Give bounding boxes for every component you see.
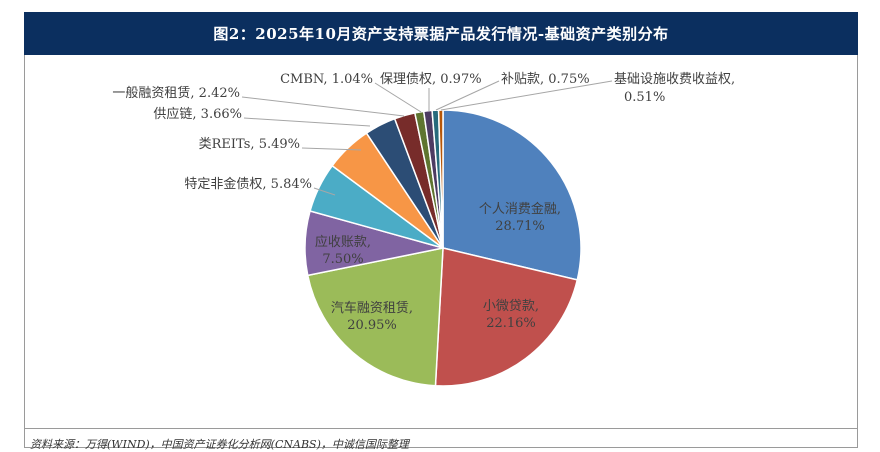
slice-label: 一般融资租赁, 2.42% — [112, 85, 240, 101]
leader-line — [241, 96, 405, 117]
slice-label: 应收账款, 7.50% — [315, 234, 371, 267]
leader-line — [301, 147, 362, 151]
slice-label: 补贴款, 0.75% — [501, 72, 590, 87]
pie-slice — [442, 109, 582, 281]
leader-line — [435, 80, 500, 111]
slice-label: 保理债权, 0.97% — [380, 71, 482, 87]
title-bar: 图2：2025年10月资产支持票据产品发行情况-基础资产类别分布 — [24, 12, 858, 55]
leader-line — [374, 82, 422, 113]
slice-label: 特定非金债权, 5.84% — [184, 176, 312, 192]
leader-line — [243, 117, 371, 127]
slice-label: 供应链, 3.66% — [153, 106, 242, 122]
slice-label: 个人消费金融, 28.71% — [479, 201, 561, 234]
slice-label: CMBN, 1.04% — [280, 72, 373, 87]
leader-line — [440, 80, 613, 111]
leader-line — [313, 187, 336, 196]
chart-title: 图2：2025年10月资产支持票据产品发行情况-基础资产类别分布 — [213, 25, 669, 43]
source-note: 资料来源：万得(WIND)，中国资产证券化分析网(CNABS)，中诚信国际整理 — [30, 438, 409, 451]
slice-label: 基础设施收费收益权, 0.51% — [614, 71, 735, 105]
pie-slice — [434, 247, 579, 387]
slice-label: 类REITs, 5.49% — [199, 137, 300, 152]
slice-label: 小微贷款, 22.16% — [483, 299, 539, 331]
pie-slice — [306, 247, 444, 387]
slice-label: 汽车融资租赁, 20.95% — [331, 300, 413, 333]
bottom-rule — [24, 428, 858, 429]
